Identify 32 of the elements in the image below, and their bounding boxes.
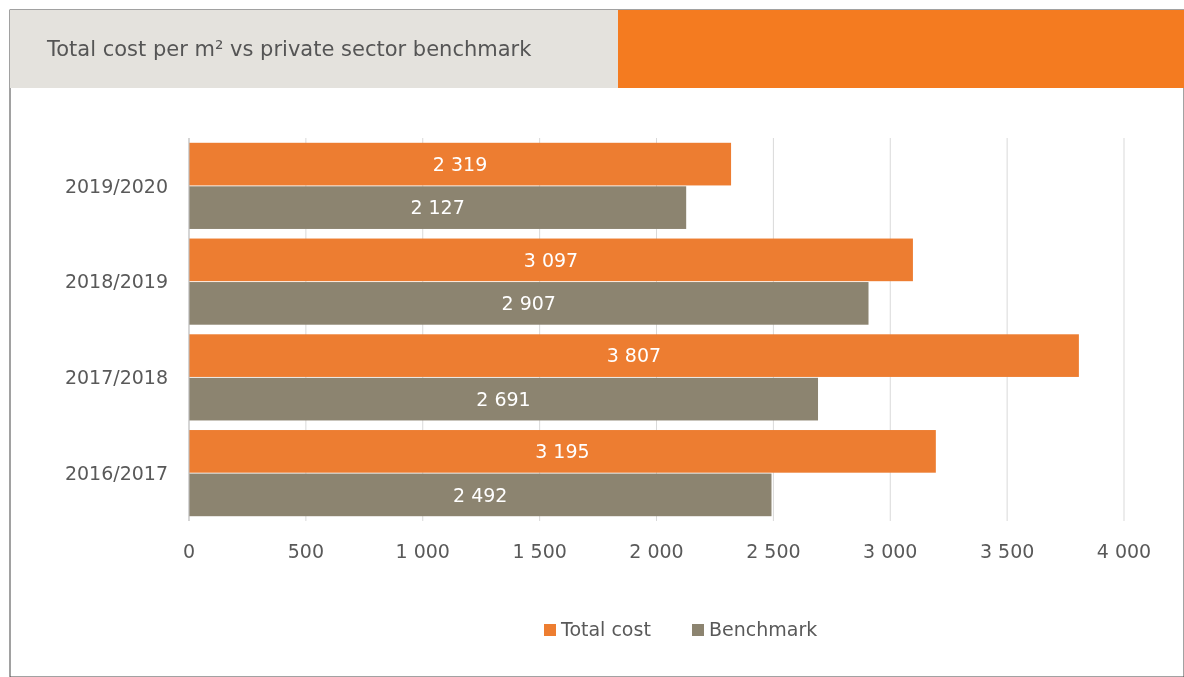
x-tick-label: 4 000 <box>1096 540 1152 562</box>
x-tick-label: 1 500 <box>512 540 567 562</box>
x-tick-label: 1 000 <box>395 540 450 562</box>
bar <box>189 473 772 517</box>
y-tick-label: 2019/2020 <box>64 174 168 197</box>
legend-label: Benchmark <box>709 618 818 640</box>
data-label: 2 492 <box>453 483 508 506</box>
x-tick-label: 2 500 <box>746 540 801 562</box>
bar <box>189 238 913 282</box>
data-label: 3 097 <box>523 248 579 271</box>
x-tick-label: 0 <box>182 540 196 562</box>
chart-title: Total cost per m² vs private sector benchmark <box>46 37 533 61</box>
bar <box>189 186 687 229</box>
bar <box>189 334 1079 377</box>
bar <box>189 430 936 473</box>
bar <box>189 142 732 186</box>
y-tick-label: 2017/2018 <box>64 366 168 389</box>
x-tick-label: 3 500 <box>979 540 1035 562</box>
legend-label: Total cost <box>560 618 651 640</box>
bar <box>189 377 819 421</box>
data-label: 3 807 <box>606 344 662 367</box>
x-tick-label: 2 000 <box>629 540 684 562</box>
y-tick-label: 2018/2019 <box>64 270 168 293</box>
y-tick-label: 2016/2017 <box>64 461 168 484</box>
data-label: 2 127 <box>410 196 465 219</box>
data-label: 2 319 <box>432 152 488 175</box>
x-tick-label: 500 <box>287 540 325 562</box>
bar <box>189 282 869 325</box>
data-label: 2 907 <box>501 292 556 315</box>
x-tick-label: 3 000 <box>863 540 918 562</box>
data-label: 2 691 <box>476 387 531 410</box>
data-label: 3 195 <box>535 440 590 463</box>
